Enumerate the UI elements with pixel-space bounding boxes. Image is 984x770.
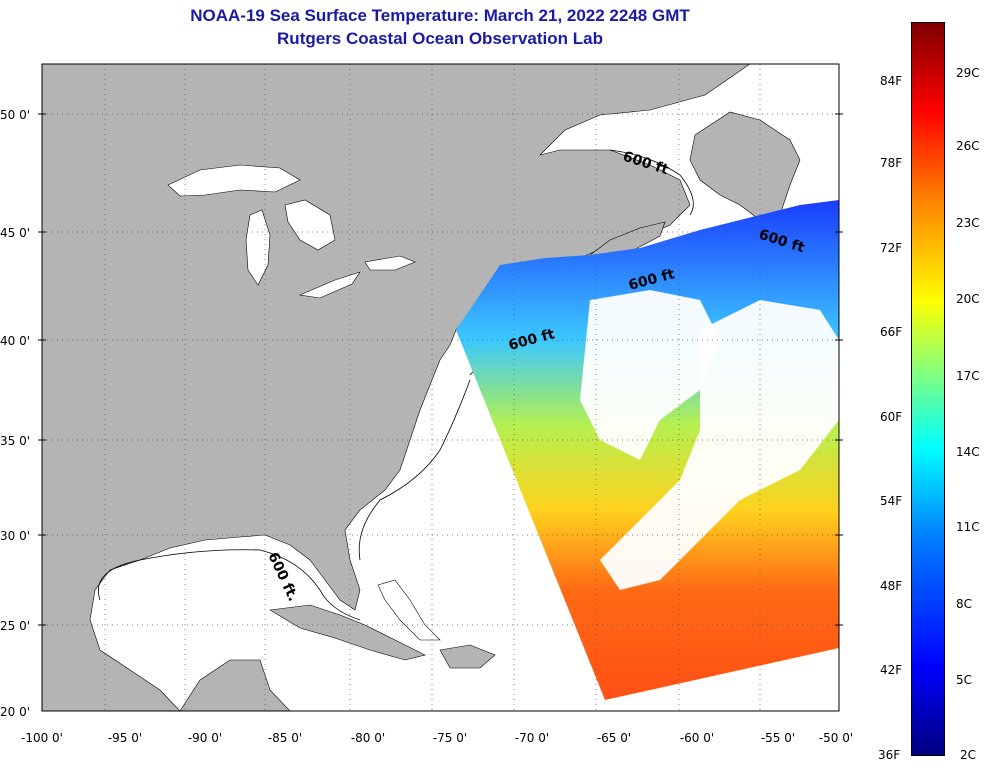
- lon-tick-label: -75 0': [433, 731, 467, 745]
- lat-tick-label: 25 0': [0, 619, 30, 633]
- colorbar-label-f: 36F: [878, 748, 901, 762]
- bahamas-banks: [377, 579, 441, 641]
- lat-tick-label: 45 0': [0, 226, 30, 240]
- colorbar-label-c: 23C: [956, 216, 980, 230]
- lake-superior: [167, 164, 301, 197]
- colorbar-label-c: 29C: [956, 66, 980, 80]
- colorbar-label-f: 60F: [880, 410, 903, 424]
- colorbar-label-c: 2C: [960, 748, 977, 762]
- hispaniola-land: [439, 644, 496, 669]
- colorbar-label-f: 72F: [880, 241, 903, 255]
- colorbar-label-c: 26C: [956, 139, 980, 153]
- colorbar-label-c: 11C: [956, 520, 980, 534]
- map-frame: [41, 63, 840, 712]
- north-america-land: [42, 64, 751, 711]
- lat-tick-label: 35 0': [0, 434, 30, 448]
- colorbar-label-f: 78F: [880, 156, 903, 170]
- cloud-cover: [600, 300, 839, 590]
- yucatan-land: [179, 659, 291, 711]
- cuba-land: [269, 604, 426, 661]
- cloud-cover: [580, 290, 720, 460]
- colorbar-label-f: 54F: [880, 494, 903, 508]
- colorbar-label-f: 48F: [880, 579, 903, 593]
- lat-tick-label: 20 0': [0, 705, 30, 719]
- map-subtitle: Rutgers Coastal Ocean Observation Lab: [277, 29, 603, 48]
- lon-tick-label: -80 0': [351, 731, 385, 745]
- lat-tick-label: 50 0': [0, 108, 30, 122]
- lon-tick-label: -85 0': [268, 731, 302, 745]
- colorbar-label-c: 17C: [956, 369, 980, 383]
- colorbar-label-f: 84F: [880, 74, 903, 88]
- lon-tick-label: -95 0': [108, 731, 142, 745]
- lake-huron: [284, 199, 336, 251]
- contour-600ft: [98, 149, 831, 621]
- colorbar-label-c: 14C: [956, 445, 980, 459]
- lon-tick-label: -55 0': [761, 731, 795, 745]
- lon-tick-label: -70 0': [515, 731, 549, 745]
- colorbar-label-f: 66F: [880, 325, 903, 339]
- lake-ontario: [364, 255, 416, 271]
- colorbar-label-c: 8C: [956, 597, 973, 611]
- temperature-colorbar: [911, 22, 945, 756]
- axis-tick-marks: [38, 113, 843, 626]
- lon-tick-label: -100 0': [21, 731, 63, 745]
- lat-tick-label: 40 0': [0, 334, 30, 348]
- lon-tick-label: -90 0': [188, 731, 222, 745]
- colorbar-label-c: 20C: [956, 292, 980, 306]
- lake-michigan: [245, 209, 271, 286]
- lake-erie: [298, 271, 361, 299]
- lon-tick-label: -50 0': [819, 731, 853, 745]
- colorbar-label-f: 42F: [880, 663, 903, 677]
- colorbar-label-c: 5C: [956, 673, 973, 687]
- lat-tick-label: 30 0': [0, 529, 30, 543]
- map-title: NOAA-19 Sea Surface Temperature: March 2…: [190, 6, 690, 25]
- lon-tick-label: -60 0': [680, 731, 714, 745]
- lon-tick-label: -65 0': [597, 731, 631, 745]
